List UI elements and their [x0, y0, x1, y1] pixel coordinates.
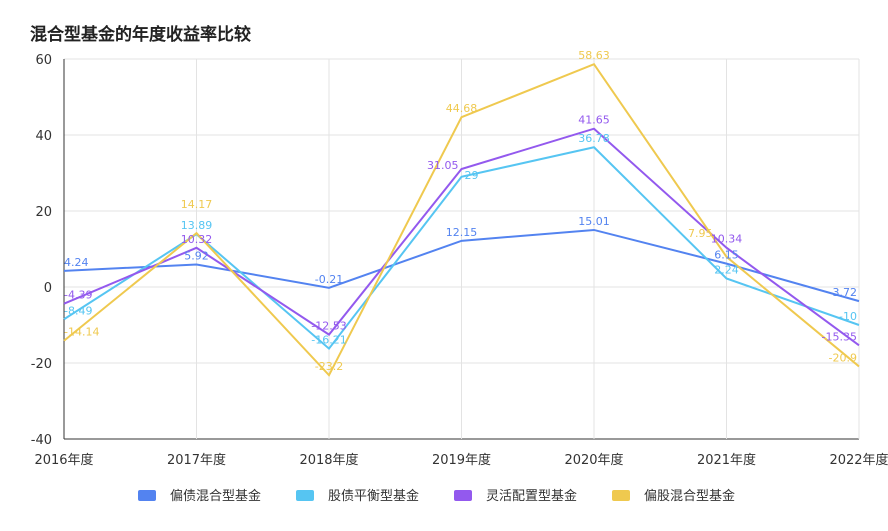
legend-label: 股债平衡型基金 — [328, 488, 419, 504]
data-label: -15.35 — [822, 330, 857, 343]
y-tick-label: 60 — [35, 53, 52, 68]
series-line-4 — [63, 62, 860, 377]
data-label: 36.78 — [578, 132, 610, 145]
data-label: 2.24 — [714, 263, 739, 276]
x-tick-label: 2019年度 — [432, 452, 491, 468]
data-label: -4.39 — [64, 289, 92, 302]
y-tick-label: 0 — [44, 281, 52, 296]
x-tick-label: 2021年度 — [697, 452, 756, 468]
data-label: 31.05 — [427, 159, 459, 172]
data-label: 12.15 — [446, 226, 478, 239]
legend-label: 偏股混合型基金 — [644, 488, 735, 504]
x-tick-label: 2017年度 — [167, 452, 226, 468]
data-label: -3.72 — [829, 286, 857, 299]
data-label: 10.34 — [711, 233, 743, 246]
x-tick-label: 2018年度 — [299, 452, 358, 468]
y-tick-label: 20 — [35, 205, 52, 220]
data-label: 44.68 — [446, 102, 478, 115]
data-label: 29 — [465, 169, 479, 182]
data-label: -23.2 — [315, 360, 343, 373]
data-label: 4.24 — [64, 256, 89, 269]
data-label: -20.9 — [829, 351, 857, 364]
x-tick-label: 2022年度 — [829, 452, 888, 468]
series-line-1 — [63, 228, 860, 303]
data-label: 14.17 — [181, 198, 213, 211]
data-label: 6.15 — [714, 249, 739, 262]
y-tick-label: -20 — [31, 357, 52, 372]
legend-swatch — [612, 490, 630, 501]
data-label: 15.01 — [578, 215, 610, 228]
legend-swatch — [138, 490, 156, 501]
data-label: -12.53 — [311, 320, 346, 333]
legend-swatch — [296, 490, 314, 501]
legend-label: 偏债混合型基金 — [170, 488, 261, 504]
data-label: -16.21 — [311, 334, 346, 347]
data-label: 13.89 — [181, 219, 213, 232]
data-label: -0.21 — [315, 273, 343, 286]
x-tick-label: 2020年度 — [564, 452, 623, 468]
y-tick-label: -40 — [31, 433, 52, 448]
y-tick-label: 40 — [35, 129, 52, 144]
legend-swatch — [454, 490, 472, 501]
data-label: 7.95 — [688, 227, 713, 240]
x-tick-label: 2016年度 — [34, 452, 93, 468]
data-label: 5.92 — [184, 250, 209, 263]
chart-title: 混合型基金的年度收益率比较 — [30, 25, 251, 45]
data-label: 41.65 — [578, 114, 610, 127]
data-label: -14.14 — [64, 326, 99, 339]
series-line-3 — [63, 127, 860, 347]
data-label: -10 — [839, 310, 857, 323]
data-label: 10.32 — [181, 233, 213, 246]
legend-label: 灵活配置型基金 — [486, 488, 577, 504]
data-label: -8.49 — [64, 304, 92, 317]
data-label: 58.63 — [578, 49, 610, 62]
